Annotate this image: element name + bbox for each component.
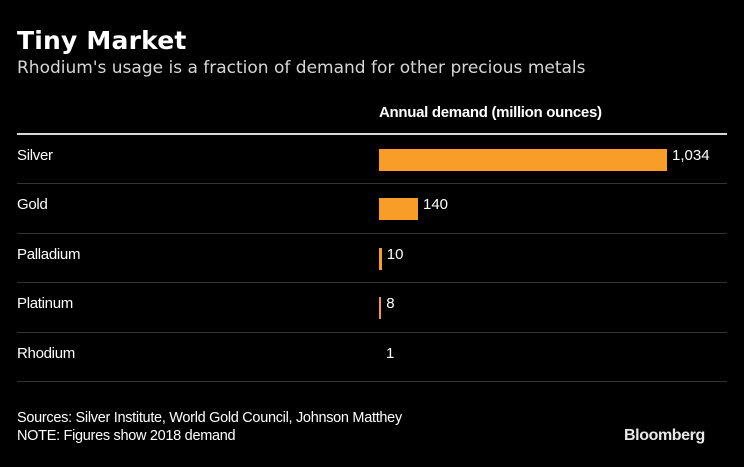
value-label: 1,034 — [672, 147, 710, 164]
category-label: Palladium — [17, 245, 81, 263]
category-label: Platinum — [17, 295, 73, 313]
row-divider — [17, 183, 727, 185]
value-axis-header: Annual demand (million ounces) — [379, 104, 602, 121]
chart-subtitle: Rhodium's usage is a fraction of demand … — [17, 58, 586, 78]
sources-note: Sources: Silver Institute, World Gold Co… — [17, 410, 402, 426]
row-divider — [17, 282, 727, 284]
value-label: 8 — [386, 295, 395, 313]
header-rule — [17, 133, 727, 135]
chart-footer: Sources: Silver Institute, World Gold Co… — [17, 409, 402, 445]
bar-silver — [379, 149, 667, 171]
category-label: Gold — [17, 196, 48, 214]
row-divider — [17, 331, 727, 333]
row-divider — [17, 381, 727, 382]
bar-gold — [379, 198, 418, 221]
value-label: 1 — [386, 344, 395, 362]
value-label: 140 — [422, 196, 449, 214]
value-label: 10 — [386, 245, 404, 263]
figures-note: NOTE: Figures show 2018 demand — [17, 428, 236, 444]
category-label: Rhodium — [17, 344, 75, 362]
row-divider — [17, 232, 727, 234]
bar-palladium — [379, 247, 382, 270]
bar-platinum — [379, 297, 382, 320]
chart-title: Tiny Market — [17, 26, 187, 55]
category-label: Silver — [17, 147, 53, 164]
bloomberg-logo: Bloomberg — [624, 427, 705, 444]
